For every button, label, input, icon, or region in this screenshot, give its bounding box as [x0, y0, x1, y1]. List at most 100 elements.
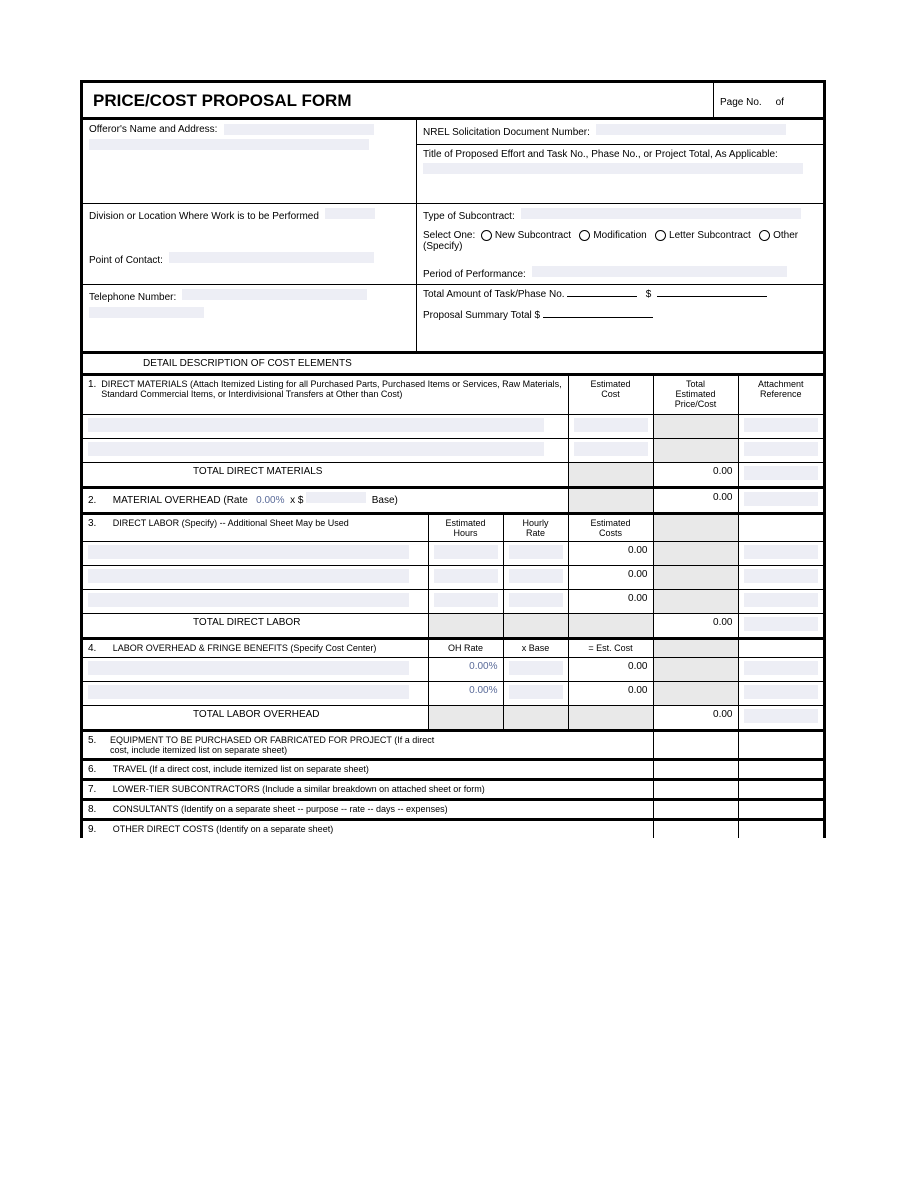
sec1-desc-2[interactable] — [88, 442, 544, 456]
sec1-ar-2[interactable] — [744, 442, 819, 456]
type-sub-label: Type of Subcontract: — [423, 211, 515, 222]
sec1-total-ec[interactable] — [568, 462, 653, 487]
sec1-row-1 — [83, 414, 823, 438]
sec1-desc-1[interactable] — [88, 418, 544, 432]
totals-cell: Total Amount of Task/Phase No. $ Proposa… — [416, 285, 823, 351]
dollar-1: $ — [646, 289, 652, 300]
sec9-num: 9. — [88, 824, 110, 835]
sec1-row-2 — [83, 438, 823, 462]
offeror-field[interactable] — [224, 124, 374, 135]
sec8-tpc[interactable] — [653, 799, 738, 819]
sec6-tpc[interactable] — [653, 759, 738, 779]
sec3-hr-3[interactable] — [509, 593, 563, 607]
price-cost-proposal-form: PRICE/COST PROPOSAL FORM Page No. of Off… — [80, 80, 826, 838]
offeror-field-2[interactable] — [89, 139, 369, 150]
title-effort-label: Title of Proposed Effort and Task No., P… — [423, 149, 778, 160]
sec2-ar[interactable] — [744, 492, 819, 506]
sec7-row: 7. LOWER-TIER SUBCONTRACTORS (Include a … — [83, 779, 823, 799]
sec2-rate[interactable]: 0.00% — [256, 495, 284, 506]
sec4-text: LABOR OVERHEAD & FRINGE BENEFITS (Specif… — [113, 643, 377, 653]
sec2-ec[interactable] — [568, 487, 653, 513]
tel-field-2[interactable] — [89, 307, 204, 318]
sec1-total-value: 0.00 — [653, 462, 738, 487]
sec1-ec-2[interactable] — [574, 442, 648, 456]
sec1-ec-1[interactable] — [574, 418, 648, 432]
sec4-base-1[interactable] — [509, 661, 563, 675]
sec3-total-value: 0.00 — [653, 613, 738, 638]
col-x-base: x Base — [503, 638, 568, 657]
poc-field[interactable] — [169, 252, 374, 263]
tel-field[interactable] — [182, 289, 367, 300]
title-effort-field[interactable] — [423, 163, 803, 174]
sec8-row: 8. CONSULTANTS (Identify on a separate s… — [83, 799, 823, 819]
sec1-total-row: TOTAL DIRECT MATERIALS 0.00 — [83, 462, 823, 487]
sec4-total-row: TOTAL LABOR OVERHEAD 0.00 — [83, 705, 823, 730]
tel-cell: Telephone Number: — [83, 285, 416, 351]
sec3-desc-3[interactable] — [88, 593, 409, 607]
subcontract-cell: Type of Subcontract: Select One: New Sub… — [416, 204, 823, 284]
sec3-hr-1[interactable] — [509, 545, 563, 559]
sec2-base-field[interactable] — [306, 492, 366, 503]
sec6-num: 6. — [88, 764, 110, 775]
col-est-hours: EstimatedHours — [428, 513, 503, 541]
division-poc-cell: Division or Location Where Work is to be… — [83, 204, 416, 284]
sec6-ar[interactable] — [738, 759, 823, 779]
radio-mod[interactable] — [579, 230, 590, 241]
summary-amt-line[interactable] — [543, 317, 653, 318]
type-sub-field[interactable] — [521, 208, 801, 219]
sec7-ar[interactable] — [738, 779, 823, 799]
sec9-tpc[interactable] — [653, 819, 738, 838]
sec5-ar[interactable] — [738, 730, 823, 759]
header-row-2: Division or Location Where Work is to be… — [83, 204, 823, 285]
sec1-tpc-1[interactable] — [653, 414, 738, 438]
task-amt-line[interactable] — [657, 296, 767, 297]
sec4-total-value: 0.00 — [653, 705, 738, 730]
cost-elements-table: 1. DIRECT MATERIALS (Attach Itemized Lis… — [83, 376, 823, 838]
sec4-base-2[interactable] — [509, 685, 563, 699]
sec9-ar[interactable] — [738, 819, 823, 838]
sec7-text: LOWER-TIER SUBCONTRACTORS (Include a sim… — [113, 784, 485, 794]
sec3-desc-2[interactable] — [88, 569, 409, 583]
sec8-ar[interactable] — [738, 799, 823, 819]
sec3-desc-1[interactable] — [88, 545, 409, 559]
total-task-label: Total Amount of Task/Phase No. — [423, 289, 565, 300]
sec4-desc-1[interactable] — [88, 661, 409, 675]
sec6-row: 6. TRAVEL (If a direct cost, include ite… — [83, 759, 823, 779]
sec5-tpc[interactable] — [653, 730, 738, 759]
title-row: PRICE/COST PROPOSAL FORM Page No. of — [83, 83, 823, 120]
detail-header-row: DETAIL DESCRIPTION OF COST ELEMENTS — [83, 354, 823, 376]
sec4-desc-2[interactable] — [88, 685, 409, 699]
nrel-field[interactable] — [596, 124, 786, 135]
sec1-tpc-2[interactable] — [653, 438, 738, 462]
sec1-total-ar[interactable] — [744, 466, 819, 480]
opt-mod[interactable]: Modification — [593, 230, 646, 241]
sec3-eh-1[interactable] — [434, 545, 498, 559]
sec3-num: 3. — [88, 518, 110, 529]
sec4-header: 4. LABOR OVERHEAD & FRINGE BENEFITS (Spe… — [83, 638, 823, 657]
sec1-ar-1[interactable] — [744, 418, 819, 432]
sec3-ec-3: 0.00 — [568, 589, 653, 613]
sec3-hr-2[interactable] — [509, 569, 563, 583]
col-total-pc: TotalEstimatedPrice/Cost — [653, 376, 738, 414]
sec4-rate-2[interactable]: 0.00% — [428, 681, 503, 705]
sec2-x: x $ — [290, 495, 303, 506]
opt-letter[interactable]: Letter Subcontract — [669, 230, 751, 241]
sec3-hdr-ar — [738, 513, 823, 541]
sec3-eh-2[interactable] — [434, 569, 498, 583]
radio-other[interactable] — [759, 230, 770, 241]
col-eq-est: = Est. Cost — [568, 638, 653, 657]
division-field[interactable] — [325, 208, 375, 219]
radio-letter[interactable] — [655, 230, 666, 241]
sec7-tpc[interactable] — [653, 779, 738, 799]
sec4-rate-1[interactable]: 0.00% — [428, 657, 503, 681]
sec4-total-label: TOTAL LABOR OVERHEAD — [83, 705, 428, 730]
opt-new[interactable]: New Subcontract — [495, 230, 571, 241]
task-no-line[interactable] — [567, 296, 637, 297]
col-est-costs: EstimatedCosts — [568, 513, 653, 541]
period-field[interactable] — [532, 266, 787, 277]
sec3-eh-3[interactable] — [434, 593, 498, 607]
sec4-row-2: 0.00% 0.00 — [83, 681, 823, 705]
sec3-row-1: 0.00 — [83, 541, 823, 565]
radio-new[interactable] — [481, 230, 492, 241]
col-oh-rate: OH Rate — [428, 638, 503, 657]
